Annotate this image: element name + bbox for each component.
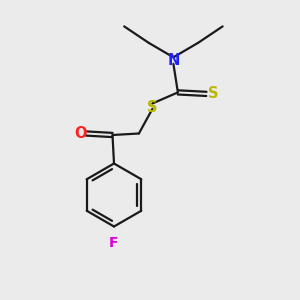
- Text: F: F: [109, 236, 119, 250]
- Text: S: S: [147, 100, 158, 115]
- Text: N: N: [167, 53, 180, 68]
- Text: S: S: [208, 86, 218, 101]
- Text: O: O: [74, 126, 87, 141]
